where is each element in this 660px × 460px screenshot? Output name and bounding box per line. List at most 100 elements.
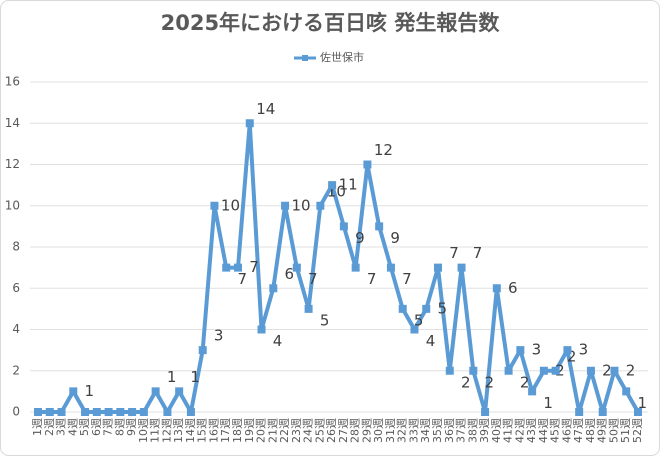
x-tick-label: 40週 [490,418,503,443]
data-label: 1 [190,368,200,386]
data-label: 5 [437,299,447,317]
point [492,284,501,293]
x-tick-label: 21週 [266,418,279,443]
x-tick-label: 26週 [325,418,338,443]
point [634,408,642,416]
x-tick-label: 15週 [196,418,209,443]
data-label: 2 [461,373,471,391]
x-tick-label: 36週 [443,418,456,443]
x-tick-label: 10週 [137,418,150,443]
data-label: 9 [390,229,400,247]
data-label: 7 [449,244,459,262]
point [198,346,207,355]
y-tick-label: 4 [12,322,20,336]
data-label: 1 [85,382,95,400]
x-tick-label: 19週 [243,418,256,443]
point [292,263,301,272]
point [398,304,407,313]
x-tick-label: 2週 [43,418,56,436]
point [328,181,337,190]
data-label: 1 [167,368,177,386]
data-label: 5 [414,311,424,329]
data-label: 7 [249,258,259,276]
data-label: 14 [256,100,275,118]
x-tick-label: 13週 [172,418,185,443]
x-tick-label: 49週 [596,418,609,443]
point [57,408,66,416]
x-tick-label: 51週 [619,418,632,443]
x-tick-label: 20週 [255,418,268,443]
x-tick-label: 31週 [384,418,397,443]
data-label: 2 [555,361,565,379]
x-tick-label: 46週 [560,418,573,443]
x-tick-label: 12週 [160,418,173,443]
x-tick-label: 8週 [113,418,126,436]
point [69,387,78,396]
point [186,408,195,416]
y-tick-label: 12 [5,157,20,171]
point [363,160,372,169]
point [92,408,101,416]
point [339,222,348,231]
x-tick-label: 43週 [525,418,538,443]
data-label: 10 [221,196,240,214]
x-tick-label: 24週 [302,418,315,443]
legend-label: 佐世保市 [320,50,364,64]
series-line [38,121,640,414]
point [269,284,278,293]
y-tick-label: 10 [5,198,20,212]
x-tick-label: 44週 [537,418,550,443]
point [551,366,560,375]
point [563,346,572,355]
x-tick-label: 7週 [102,418,115,436]
data-label: 2 [602,361,612,379]
point [375,222,384,231]
data-label: 6 [285,265,295,283]
x-tick-label: 35週 [431,418,444,443]
x-tick-label: 27週 [337,418,350,443]
x-tick-label: 41週 [502,418,515,443]
x-tick-label: 5週 [78,418,91,436]
data-label: 1 [637,394,647,412]
x-tick-label: 14週 [184,418,197,443]
data-label: 2 [626,361,636,379]
x-tick-label: 29週 [360,418,373,443]
y-tick-label: 14 [5,116,20,130]
x-tick-label: 39週 [478,418,491,443]
point [528,387,537,396]
point [139,408,148,416]
data-label: 2 [520,373,530,391]
x-tick-label: 30週 [372,418,385,443]
data-label: 1 [543,394,553,412]
x-tick-label: 4週 [66,418,79,436]
x-tick-label: 50週 [607,418,620,443]
point [410,325,419,334]
x-tick-label: 9週 [125,418,138,436]
data-label: 5 [320,311,330,329]
x-tick-label: 1週 [31,418,44,436]
data-label: 12 [374,141,393,159]
point [128,408,137,416]
point [234,263,242,272]
x-tick-label: 52週 [631,418,644,443]
x-tick-label: 16週 [207,418,220,443]
data-label: 3 [532,341,542,359]
x-tick-label: 37週 [455,418,468,443]
y-tick-label: 16 [5,75,20,89]
x-tick-label: 47週 [572,418,585,443]
point [481,408,490,416]
x-tick-label: 6週 [90,418,103,436]
data-label: 2 [567,347,577,365]
point [210,201,219,210]
point [469,366,478,375]
x-tick-label: 38週 [466,418,479,443]
point [34,408,42,416]
x-tick-label: 23週 [290,418,303,443]
x-tick-label: 34週 [419,418,432,443]
point [316,201,325,210]
point [622,387,631,396]
x-tick-label: 18週 [231,418,244,443]
data-label: 7 [402,270,412,288]
